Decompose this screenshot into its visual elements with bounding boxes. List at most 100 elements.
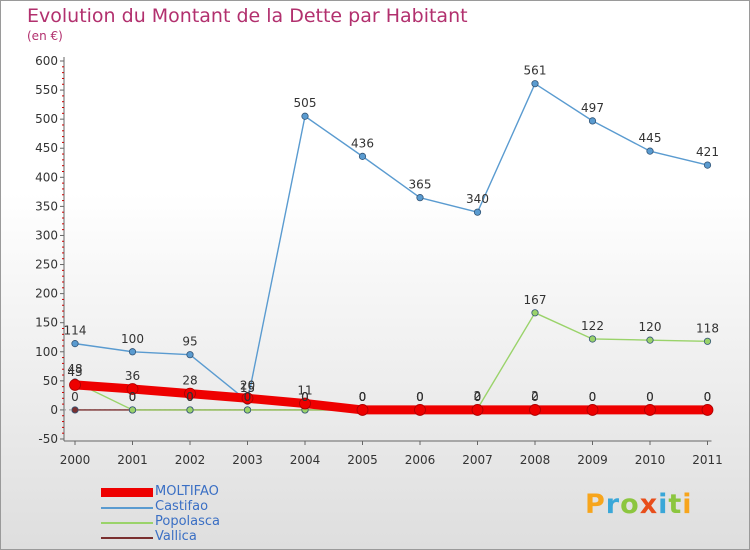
data-label-castifao: 421 — [696, 145, 719, 159]
data-label-popolasca: 118 — [696, 321, 719, 335]
legend-swatch — [101, 488, 153, 497]
data-point-moltifao — [69, 379, 81, 391]
data-label-castifao: 15 — [240, 381, 255, 395]
y-tick-label: 450 — [35, 141, 58, 155]
data-label-castifao: 340 — [466, 192, 489, 206]
x-tick-label: 2002 — [175, 453, 206, 467]
data-label-moltifao: 0 — [416, 390, 424, 404]
data-point-moltifao — [356, 404, 369, 416]
y-tick-label: 150 — [35, 316, 58, 330]
data-point-moltifao — [644, 404, 656, 416]
data-point-castifao — [358, 152, 367, 160]
data-label-castifao: 365 — [409, 178, 432, 192]
data-point-popolasca — [531, 309, 539, 317]
data-label-popolasca: 0 — [186, 390, 194, 404]
data-label-castifao: 561 — [524, 64, 547, 78]
legend-swatch — [101, 507, 153, 509]
data-point-castifao — [703, 161, 712, 169]
data-label-popolasca: 0 — [416, 390, 424, 404]
logo-letter: o — [620, 489, 640, 520]
data-label-vallica: 0 — [589, 390, 597, 404]
data-point-popolasca — [588, 335, 597, 343]
x-tick-label: 2007 — [462, 453, 493, 467]
x-tick-label: 2010 — [635, 453, 666, 467]
x-tick-label: 2011 — [692, 453, 723, 467]
data-label-moltifao: 0 — [589, 390, 597, 404]
x-tick-label: 2003 — [232, 453, 263, 467]
data-label-popolasca: 167 — [524, 293, 547, 307]
data-label-moltifao: 0 — [704, 390, 712, 404]
data-label-popolasca: 2 — [474, 389, 482, 403]
data-point-castifao — [128, 348, 137, 356]
data-point-moltifao — [126, 383, 139, 395]
y-tick-label: 100 — [35, 345, 58, 359]
data-label-vallica: 0 — [244, 390, 252, 404]
data-label-popolasca: 120 — [639, 320, 662, 334]
y-tick-label: 500 — [35, 112, 58, 126]
data-label-castifao: 505 — [294, 96, 317, 110]
data-label-castifao: 95 — [182, 335, 197, 349]
data-label-vallica: 0 — [186, 390, 194, 404]
data-label-vallica: 0 — [129, 390, 137, 404]
logo-letter: x — [639, 489, 659, 520]
data-point-moltifao — [701, 404, 714, 416]
data-label-popolasca: 0 — [359, 390, 367, 404]
y-tick-label: 550 — [35, 83, 58, 97]
data-label-moltifao: 43 — [67, 365, 82, 379]
data-label-popolasca: 48 — [67, 362, 82, 376]
data-label-castifao: 497 — [581, 101, 604, 115]
data-point-moltifao — [241, 392, 254, 405]
legend-swatch — [101, 522, 153, 524]
data-point-moltifao — [414, 404, 426, 416]
y-tick-label: 400 — [35, 170, 58, 184]
data-label-castifao: 436 — [351, 136, 374, 150]
logo-letter: i — [658, 489, 669, 520]
y-tick-label: 250 — [35, 258, 58, 272]
data-point-popolasca — [703, 337, 712, 345]
data-point-castifao — [531, 80, 539, 88]
data-point-popolasca — [243, 406, 252, 414]
legend-label: Castifao — [155, 499, 209, 514]
legend-label: Vallica — [155, 529, 197, 544]
logo-letter: t — [668, 489, 683, 520]
data-label-vallica: 0 — [646, 390, 654, 404]
data-label-moltifao: 0 — [359, 390, 367, 404]
data-label-vallica: 0 — [301, 390, 309, 404]
x-tick-label: 2008 — [520, 453, 551, 467]
data-point-popolasca — [128, 406, 137, 414]
data-label-moltifao: 0 — [474, 390, 482, 404]
data-label-vallica: 0 — [704, 390, 712, 404]
data-point-castifao — [473, 208, 482, 216]
y-tick-label: 300 — [35, 228, 58, 242]
data-point-castifao — [71, 340, 79, 348]
x-tick-label: 2005 — [347, 453, 378, 467]
y-tick-label: -50 — [38, 432, 58, 446]
data-label-moltifao: 11 — [297, 384, 312, 398]
data-label-castifao: 114 — [64, 324, 87, 338]
data-label-castifao: 445 — [639, 131, 662, 145]
series-line-castifao — [74, 82, 709, 402]
x-tick-label: 2009 — [577, 453, 608, 467]
data-point-castifao — [186, 351, 194, 359]
data-point-castifao — [416, 194, 424, 202]
data-label-moltifao: 20 — [240, 378, 255, 392]
data-point-moltifao — [529, 404, 541, 416]
data-point-castifao — [301, 112, 309, 120]
y-tick-label: 0 — [50, 403, 58, 417]
x-tick-label: 2006 — [405, 453, 436, 467]
x-tick-label: 2001 — [117, 453, 148, 467]
proxiti-logo: Proxiti — [585, 489, 693, 520]
logo-letter: P — [585, 489, 606, 520]
data-label-popolasca: 0 — [301, 390, 309, 404]
y-tick-label: 600 — [35, 54, 58, 68]
x-tick-label: 2004 — [290, 453, 321, 467]
data-label-popolasca: 122 — [581, 319, 604, 333]
data-label-castifao: 100 — [121, 332, 144, 346]
y-tick-label: 200 — [35, 287, 58, 301]
data-label-vallica: 2 — [531, 389, 539, 403]
data-label-moltifao: 0 — [646, 390, 654, 404]
data-label-vallica: 0 — [359, 390, 367, 404]
legend-label: MOLTIFAO — [155, 484, 219, 499]
